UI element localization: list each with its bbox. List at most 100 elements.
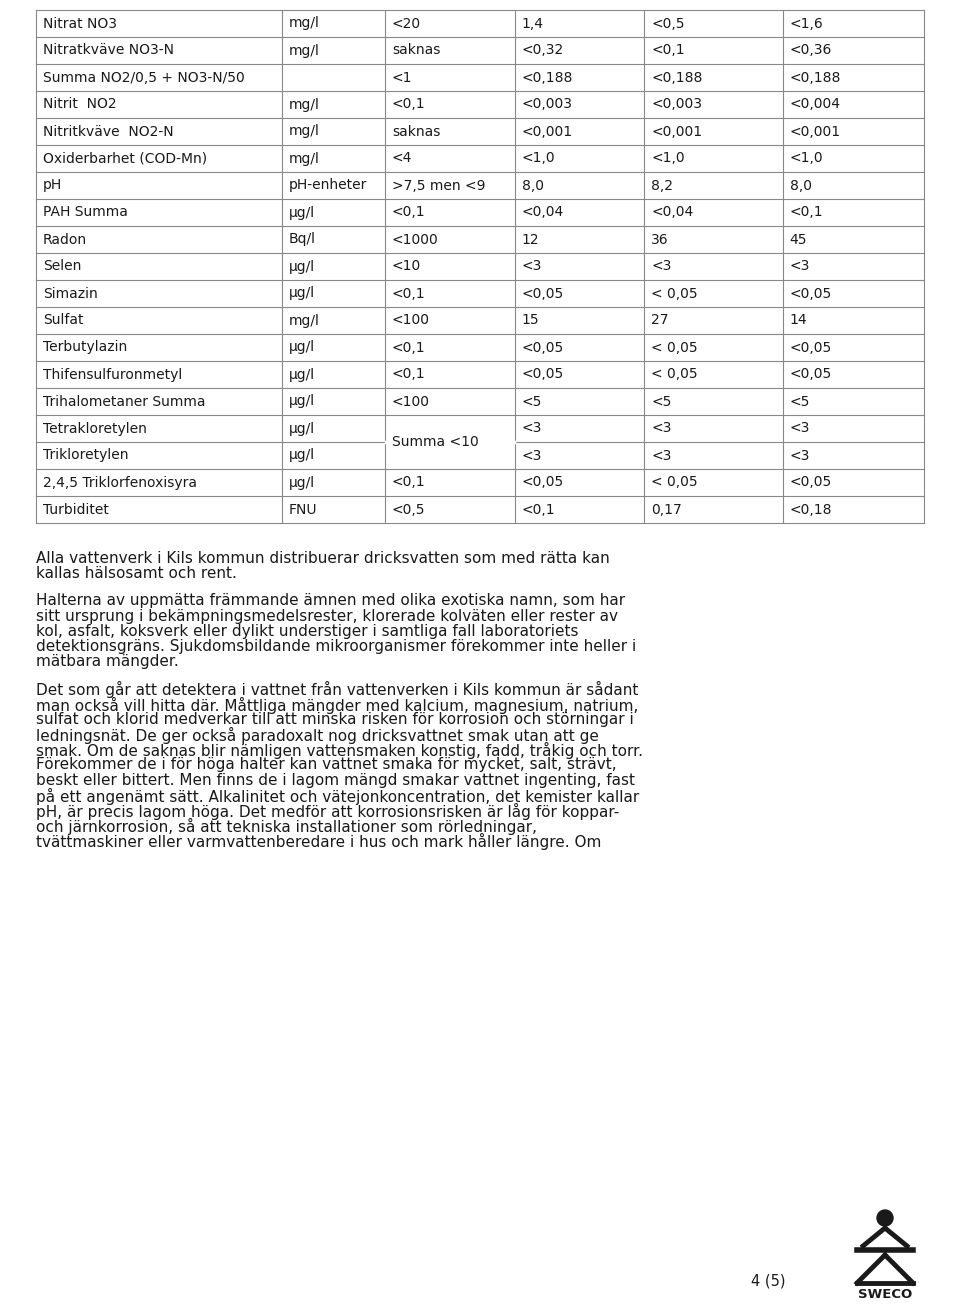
Text: <3: <3 — [790, 449, 810, 462]
Text: kol, asfalt, koksverk eller dylikt understiger i samtliga fall laboratoriets: kol, asfalt, koksverk eller dylikt under… — [36, 624, 579, 638]
Text: <0,18: <0,18 — [790, 503, 832, 516]
Text: ledningsnät. De ger också paradoxalt nog dricksvattnet smak utan att ge: ledningsnät. De ger också paradoxalt nog… — [36, 726, 599, 744]
Text: <0,1: <0,1 — [392, 367, 425, 382]
Text: smak. Om de saknas blir nämligen vattensmaken konstig, fadd, tråkig och torr.: smak. Om de saknas blir nämligen vattens… — [36, 742, 643, 759]
Text: <0,004: <0,004 — [790, 97, 841, 112]
Text: 45: 45 — [790, 233, 807, 246]
Text: µg/l: µg/l — [289, 341, 315, 354]
Circle shape — [877, 1209, 893, 1227]
Text: mg/l: mg/l — [289, 17, 320, 30]
Text: <0,05: <0,05 — [790, 341, 832, 354]
Text: tvättmaskiner eller varmvattenberedare i hus och mark håller längre. Om: tvättmaskiner eller varmvattenberedare i… — [36, 833, 601, 850]
Text: <0,05: <0,05 — [521, 341, 564, 354]
Text: Trikloretylen: Trikloretylen — [43, 449, 129, 462]
Text: 8,0: 8,0 — [790, 179, 812, 192]
Text: saknas: saknas — [392, 43, 441, 58]
Text: pH-enheter: pH-enheter — [289, 179, 368, 192]
Text: <0,05: <0,05 — [790, 367, 832, 382]
Text: Nitratkväve NO3-N: Nitratkväve NO3-N — [43, 43, 174, 58]
Text: beskt eller bittert. Men finns de i lagom mängd smakar vattnet ingenting, fast: beskt eller bittert. Men finns de i lago… — [36, 772, 635, 787]
Text: <5: <5 — [790, 395, 810, 408]
Text: och järnkorrosion, så att tekniska installationer som rörledningar,: och järnkorrosion, så att tekniska insta… — [36, 819, 537, 836]
Text: <3: <3 — [651, 259, 672, 274]
Text: 36: 36 — [651, 233, 669, 246]
Text: 4 (5): 4 (5) — [751, 1273, 785, 1288]
Text: <0,1: <0,1 — [392, 97, 425, 112]
Text: <20: <20 — [392, 17, 421, 30]
Text: <0,5: <0,5 — [392, 503, 425, 516]
Text: µg/l: µg/l — [289, 287, 315, 300]
Text: Halterna av uppmätta främmande ämnen med olika exotiska namn, som har: Halterna av uppmätta främmande ämnen med… — [36, 594, 625, 608]
Text: Radon: Radon — [43, 233, 87, 246]
Text: <0,1: <0,1 — [392, 287, 425, 300]
Text: saknas: saknas — [392, 125, 441, 138]
Text: Thifensulfuronmetyl: Thifensulfuronmetyl — [43, 367, 182, 382]
Text: µg/l: µg/l — [289, 205, 315, 220]
Text: Trihalometaner Summa: Trihalometaner Summa — [43, 395, 205, 408]
Text: 15: 15 — [521, 313, 540, 328]
Text: detektionsgräns. Sjukdomsbildande mikroorganismer förekommer inte heller i: detektionsgräns. Sjukdomsbildande mikroo… — [36, 640, 636, 654]
Text: mätbara mängder.: mätbara mängder. — [36, 654, 179, 669]
Text: man också vill hitta där. Måttliga mängder med kalcium, magnesium, natrium,: man också vill hitta där. Måttliga mängd… — [36, 696, 638, 713]
Text: <0,05: <0,05 — [790, 287, 832, 300]
Text: PAH Summa: PAH Summa — [43, 205, 128, 220]
Text: FNU: FNU — [289, 503, 318, 516]
Text: <0,001: <0,001 — [790, 125, 841, 138]
Text: mg/l: mg/l — [289, 43, 320, 58]
Text: <1000: <1000 — [392, 233, 439, 246]
Text: µg/l: µg/l — [289, 449, 315, 462]
Text: sitt ursprung i bekämpningsmedelsrester, klorerade kolväten eller rester av: sitt ursprung i bekämpningsmedelsrester,… — [36, 608, 618, 624]
Text: < 0,05: < 0,05 — [651, 475, 698, 490]
Text: µg/l: µg/l — [289, 259, 315, 274]
Text: <100: <100 — [392, 395, 430, 408]
Text: <0,1: <0,1 — [392, 205, 425, 220]
Text: Det som går att detektera i vattnet från vattenverken i Kils kommun är sådant: Det som går att detektera i vattnet från… — [36, 682, 638, 699]
Text: <1,0: <1,0 — [651, 151, 684, 166]
Text: >7,5 men <9: >7,5 men <9 — [392, 179, 486, 192]
Text: mg/l: mg/l — [289, 125, 320, 138]
Text: <0,1: <0,1 — [392, 341, 425, 354]
Text: µg/l: µg/l — [289, 421, 315, 436]
Text: Tetrakloretylen: Tetrakloretylen — [43, 421, 147, 436]
Text: <0,188: <0,188 — [790, 71, 841, 84]
Text: <4: <4 — [392, 151, 413, 166]
Text: < 0,05: < 0,05 — [651, 287, 698, 300]
Text: 0,17: 0,17 — [651, 503, 682, 516]
Text: Selen: Selen — [43, 259, 82, 274]
Text: <1,0: <1,0 — [790, 151, 824, 166]
Text: <0,003: <0,003 — [651, 97, 703, 112]
Text: <3: <3 — [651, 449, 672, 462]
Text: <0,1: <0,1 — [790, 205, 824, 220]
Text: 2,4,5 Triklorfenoxisyra: 2,4,5 Triklorfenoxisyra — [43, 475, 197, 490]
Text: <0,5: <0,5 — [651, 17, 684, 30]
Text: <0,04: <0,04 — [651, 205, 693, 220]
Text: < 0,05: < 0,05 — [651, 341, 698, 354]
Text: Oxiderbarhet (COD-Mn): Oxiderbarhet (COD-Mn) — [43, 151, 207, 166]
Text: < 0,05: < 0,05 — [651, 367, 698, 382]
Text: µg/l: µg/l — [289, 475, 315, 490]
Text: mg/l: mg/l — [289, 97, 320, 112]
Text: <1,0: <1,0 — [521, 151, 555, 166]
Text: <0,1: <0,1 — [651, 43, 684, 58]
Text: µg/l: µg/l — [289, 395, 315, 408]
Text: µg/l: µg/l — [289, 367, 315, 382]
Text: <0,188: <0,188 — [651, 71, 703, 84]
Text: mg/l: mg/l — [289, 151, 320, 166]
Text: Förekommer de i för höga halter kan vattnet smaka för mycket, salt, strävt,: Förekommer de i för höga halter kan vatt… — [36, 758, 616, 772]
Text: <0,001: <0,001 — [651, 125, 703, 138]
Text: 8,0: 8,0 — [521, 179, 543, 192]
Text: mg/l: mg/l — [289, 313, 320, 328]
Text: <3: <3 — [790, 421, 810, 436]
Text: kallas hälsosamt och rent.: kallas hälsosamt och rent. — [36, 566, 237, 582]
Text: 8,2: 8,2 — [651, 179, 673, 192]
Text: <0,003: <0,003 — [521, 97, 572, 112]
Text: Nitrat NO3: Nitrat NO3 — [43, 17, 117, 30]
Text: <3: <3 — [651, 421, 672, 436]
Text: 27: 27 — [651, 313, 669, 328]
Text: Simazin: Simazin — [43, 287, 98, 300]
Text: <0,1: <0,1 — [392, 475, 425, 490]
Text: Bq/l: Bq/l — [289, 233, 316, 246]
Text: <1,6: <1,6 — [790, 17, 824, 30]
Text: 14: 14 — [790, 313, 807, 328]
Text: <100: <100 — [392, 313, 430, 328]
